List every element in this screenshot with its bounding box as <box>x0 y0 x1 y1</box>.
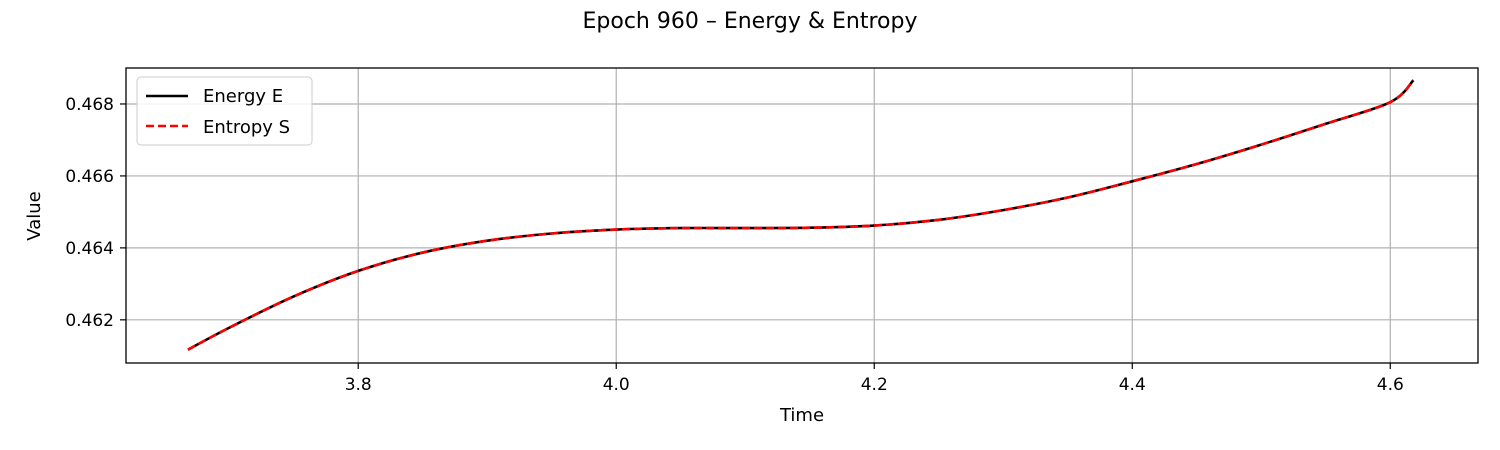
legend-label-entropy: Entropy S <box>203 117 290 138</box>
x-axis-label: Time <box>779 405 824 426</box>
y-axis-label: Value <box>24 191 45 240</box>
x-tick-label: 4.6 <box>1377 375 1404 395</box>
chart-title: Epoch 960 – Energy & Entropy <box>583 9 918 34</box>
x-tick-label: 4.4 <box>1119 375 1146 395</box>
grid <box>126 68 1478 363</box>
series-layer <box>187 79 1415 351</box>
plot-frame <box>125 67 1479 364</box>
y-tick-label: 0.468 <box>65 95 114 115</box>
y-axis: 0.462 0.464 0.466 0.468 <box>65 95 126 331</box>
y-tick-label: 0.466 <box>65 167 114 187</box>
legend: Energy E Entropy S <box>136 76 313 146</box>
series-line-energy <box>187 79 1415 351</box>
x-tick-label: 4.0 <box>603 375 630 395</box>
y-tick-label: 0.464 <box>65 239 114 259</box>
series-line-entropy <box>187 79 1415 351</box>
x-tick-label: 4.2 <box>861 375 888 395</box>
x-axis: 3.8 4.0 4.2 4.4 4.6 <box>345 363 1404 395</box>
legend-label-energy: Energy E <box>203 86 283 107</box>
legend-box <box>136 76 313 146</box>
y-tick-label: 0.462 <box>65 311 114 331</box>
x-tick-label: 3.8 <box>345 375 372 395</box>
